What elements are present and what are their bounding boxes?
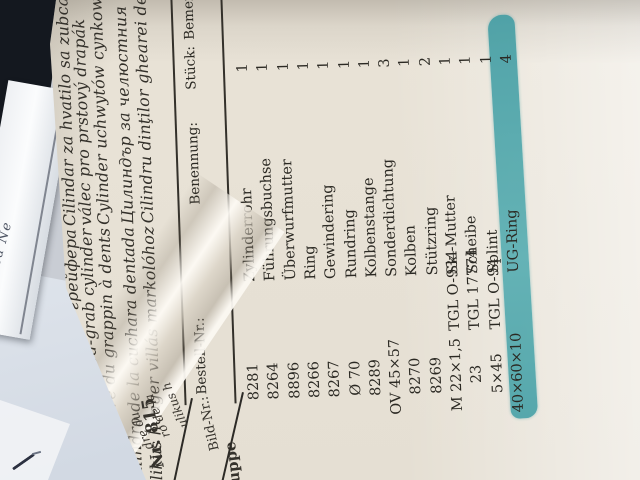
cell-stueck: 1 [295, 60, 312, 71]
cell-stueck: 4 [498, 53, 515, 64]
cell-stueck: 1 [234, 63, 252, 73]
cell-bestell-nr: Ø 70 [346, 360, 364, 396]
cell-stueck: 1 [254, 62, 272, 73]
cell-benennung: Zylinderrohr [239, 187, 259, 283]
cell-bestell-nr: 40×60×10 [508, 332, 527, 413]
cell-stueck: 1 [275, 61, 292, 72]
page-content-rotated: Bestell-Nr.: Benennung: Stück: Bemerkung… [50, 0, 640, 480]
cell-stueck: 1 [336, 59, 353, 70]
cell-bestell-nr: M 22×1,5 [447, 337, 466, 412]
cell-stueck: 1 [356, 58, 373, 69]
cell-stueck: 3 [376, 58, 394, 68]
cell-bestell-nr: 8289 [366, 358, 385, 397]
cell-bestell-nr: 23 [468, 364, 486, 384]
header-bestell-nr: Bestell-Nr.: [191, 317, 211, 395]
cell-stueck: 1 [437, 55, 454, 66]
header-stueck: Stück: [182, 45, 200, 91]
cell-bestell-nr: 8264 [265, 362, 283, 400]
cell-bestell-nr: 8269 [427, 356, 446, 395]
cell-bestell-nr: 8281 [245, 363, 263, 401]
cell-stueck: 1 [397, 57, 414, 68]
handwritten-name: Larissa Ne [0, 219, 16, 307]
cell-stueck: 1 [478, 54, 495, 65]
cell-bestell-nr: 8266 [306, 360, 324, 399]
cell-bestell-nr: 8270 [407, 357, 425, 395]
cell-bestell-nr: OV 45×57 [386, 338, 406, 415]
cell-stueck: 2 [417, 56, 434, 67]
cell-stueck: 1 [457, 55, 475, 66]
cell-bestell-nr: 5×45 [488, 353, 506, 394]
header-benennung: Benennung: [184, 121, 204, 205]
cell-bestell-nr: 8896 [285, 361, 304, 400]
cell-bestell-nr: 8267 [326, 360, 344, 398]
header-bemerkung: Bemerkung: [179, 0, 198, 40]
cell-stueck: 1 [315, 60, 333, 71]
